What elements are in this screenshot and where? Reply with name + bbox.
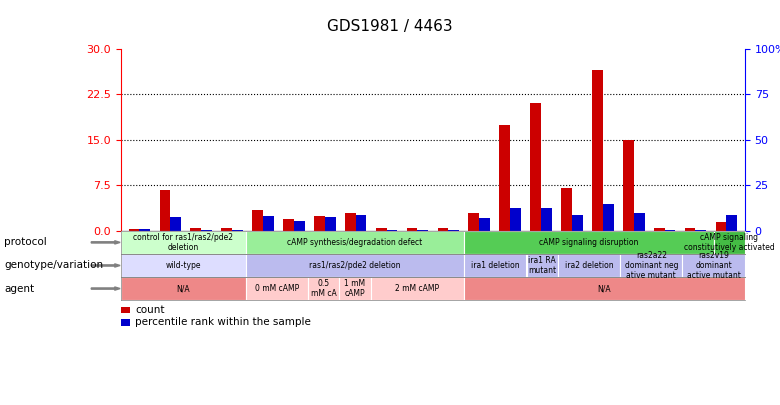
Bar (387, 230, 397, 231)
Bar (603, 205, 614, 231)
Text: agent: agent (4, 284, 34, 294)
Bar (232, 230, 243, 231)
Bar (479, 218, 490, 231)
Bar (356, 215, 367, 231)
Bar (561, 188, 572, 231)
Bar (510, 208, 521, 231)
Bar (685, 228, 696, 231)
Bar (201, 230, 212, 231)
Bar (129, 229, 140, 231)
Bar (654, 228, 665, 231)
Text: 0 mM cAMP: 0 mM cAMP (255, 284, 299, 293)
Bar (469, 213, 479, 231)
Bar (623, 140, 633, 231)
Bar (263, 216, 274, 231)
Bar (324, 217, 335, 231)
Bar (406, 228, 417, 231)
Text: N/A: N/A (597, 284, 612, 293)
Text: ira1 RA
mutant: ira1 RA mutant (528, 256, 556, 275)
Text: 2 mM cAMP: 2 mM cAMP (395, 284, 439, 293)
Bar (448, 230, 459, 231)
Bar (665, 230, 675, 231)
Bar (541, 208, 551, 231)
Text: 0.5
mM cA: 0.5 mM cA (310, 279, 337, 298)
Text: N/A: N/A (176, 284, 190, 293)
Text: wild-type: wild-type (165, 261, 201, 270)
Bar (530, 103, 541, 231)
Bar (190, 228, 201, 231)
Bar (726, 215, 737, 231)
Bar (294, 221, 305, 231)
Text: 1 mM
cAMP: 1 mM cAMP (344, 279, 366, 298)
Bar (222, 228, 232, 231)
Bar (314, 215, 324, 231)
Bar (633, 213, 644, 231)
Bar (572, 215, 583, 231)
Bar (499, 125, 510, 231)
Text: control for ras1/ras2/pde2
deletion: control for ras1/ras2/pde2 deletion (133, 233, 233, 252)
Text: ira2 deletion: ira2 deletion (565, 261, 613, 270)
Bar (252, 210, 263, 231)
Bar (696, 230, 706, 231)
Bar (417, 230, 428, 231)
Text: cAMP signaling
constitutively activated: cAMP signaling constitutively activated (684, 233, 775, 252)
Text: count: count (135, 305, 165, 315)
Bar (376, 228, 387, 231)
Text: ras2a22
dominant neg
ative mutant: ras2a22 dominant neg ative mutant (625, 251, 678, 280)
Text: ras2v19
dominant
active mutant: ras2v19 dominant active mutant (686, 251, 741, 280)
Bar (170, 217, 181, 231)
Text: percentile rank within the sample: percentile rank within the sample (135, 318, 310, 327)
Bar (283, 219, 294, 231)
Text: ira1 deletion: ira1 deletion (471, 261, 519, 270)
Text: genotype/variation: genotype/variation (4, 260, 103, 271)
Text: GDS1981 / 4463: GDS1981 / 4463 (327, 19, 453, 34)
Bar (140, 229, 151, 231)
Bar (160, 190, 170, 231)
Bar (345, 213, 356, 231)
Bar (438, 228, 448, 231)
Text: cAMP synthesis/degradation defect: cAMP synthesis/degradation defect (287, 238, 423, 247)
Text: ras1/ras2/pde2 deletion: ras1/ras2/pde2 deletion (309, 261, 401, 270)
Bar (592, 70, 603, 231)
Bar (715, 222, 726, 231)
Text: cAMP signaling disruption: cAMP signaling disruption (539, 238, 639, 247)
Text: protocol: protocol (4, 237, 47, 247)
